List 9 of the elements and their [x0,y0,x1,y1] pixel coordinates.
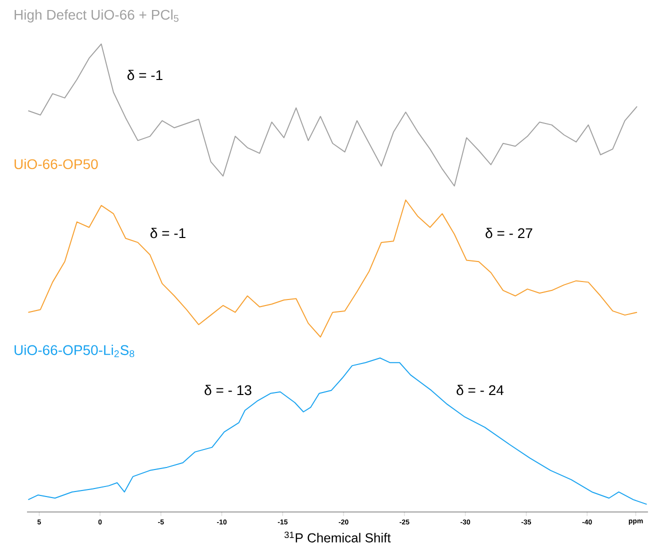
chart-title: High Defect UiO-66 + PCl$_{5}$ [14,9,178,23]
annotation: δ = - 27 [486,228,532,238]
annotation: δ = - 24 [456,384,504,396]
chart-title: UiO-66-OP50-Li$_{2}$S$_{8}$ [14,344,134,358]
annotation: δ = -1 [127,70,162,80]
annotation: δ = -1 [150,228,186,238]
chart-title: UiO-66-OP50 [14,158,98,170]
annotation: δ = - 13 [204,384,252,396]
x-axis-title: $^{31}$P Chemical Shift [284,532,391,542]
